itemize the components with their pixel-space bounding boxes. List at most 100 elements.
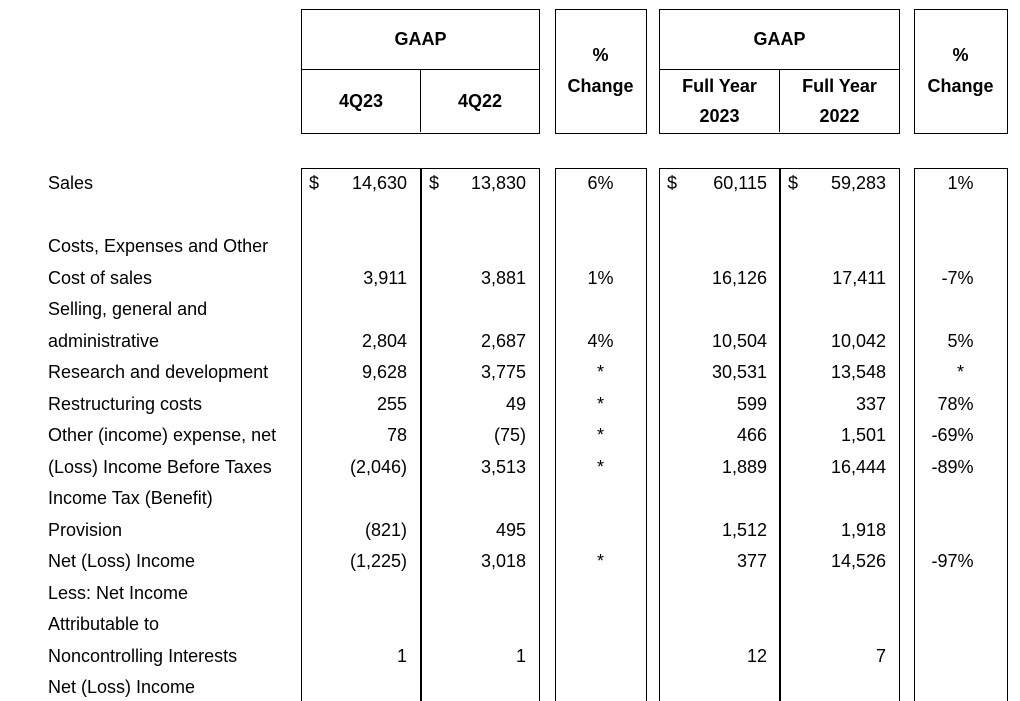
gaap-group-header-quarterly: GAAP [302,10,539,70]
pct-change-quarterly: * [596,362,604,383]
value-full-year-2022: 59,283 [830,173,886,194]
table-rows: Sales 14,630 13,830 6% 60,115 59,283 1% $ $ $ $ Cos… [0,168,1020,701]
value-4q23: 2,804 [361,330,407,351]
value-full-year-2023: 60,115 [713,173,767,194]
pct-change-quarterly: 1% [587,267,614,288]
value-4q22: 13,830 [470,173,526,194]
row-label: Noncontrolling Interests [48,645,238,666]
data-box-pct-change-quarterly [554,168,647,701]
value-full-year-2022: 1,501 [840,425,886,446]
row-label: Less: Net Income [48,582,189,603]
fy2023-label-line2: 2023 [699,105,740,126]
pct-change-full-year: 1% [947,173,974,194]
value-4q23: (2,046) [349,456,407,477]
header-box-full-year: GAAP Full Year 2023 Full Year 2022 [659,8,900,134]
table-row: Attributable to [0,609,1020,641]
column-divider [420,169,422,701]
row-label: Cost of sales [48,267,153,288]
header-box-quarterly: GAAP 4Q23 4Q22 [301,8,540,134]
table-row: Other (income) expense, net 78 (75) * 466 1,5… [0,420,1020,452]
full-year-subheader-row: Full Year 2023 Full Year 2022 [660,69,899,132]
row-label: Sales [48,173,94,194]
value-4q22: 49 [505,393,526,414]
pct-change-quarterly: * [596,551,604,572]
column-divider [779,169,781,701]
table-row: Selling, general and [0,294,1020,326]
pct-change-full-year: -7% [941,267,974,288]
row-label: Other (income) expense, net [48,425,277,446]
pct-change-full-year: -89% [931,456,974,477]
change-label: Change [567,76,634,96]
row-label [48,200,298,232]
pct-change-full-year: 78% [937,393,974,414]
value-4q22: (75) [493,425,526,446]
value-full-year-2023: 10,504 [711,330,767,351]
row-label: Net (Loss) Income [48,677,196,698]
table-row: Cost of sales 3,911 3,881 1% 16,126 17,411 -7% [0,263,1020,295]
column-header-fy2023: Full Year 2023 [660,69,780,132]
value-full-year-2022: 1,918 [840,519,886,540]
value-4q22: 3,881 [480,267,526,288]
value-4q22: 1 [515,645,526,666]
value-4q22: 2,687 [480,330,526,351]
data-box-pct-change-full-year [913,168,1008,701]
pct-change-header-full-year: % Change [915,10,1007,133]
row-label: Selling, general and [48,299,208,320]
value-full-year-2023: 16,126 [711,267,767,288]
value-4q23: 14,630 [351,173,407,194]
table-row: (Loss) Income Before Taxes (2,046) 3,513 * 1… [0,452,1020,484]
value-4q22: 3,513 [480,456,526,477]
fy2022-label-line2: 2022 [819,105,860,126]
value-full-year-2022: 16,444 [830,456,886,477]
table-row: Sales 14,630 13,830 6% 60,115 59,283 1% $ $ $ $ [0,168,1020,200]
value-full-year-2022: 14,526 [830,551,886,572]
value-full-year-2023: 1,512 [721,519,767,540]
value-full-year-2022: 13,548 [830,362,886,383]
pct-sign-label: % [592,45,609,65]
table-row: Research and development 9,628 3,775 * 30,53… [0,357,1020,389]
pct-change-quarterly: * [596,456,604,477]
value-4q23: 78 [386,425,407,446]
table-row: Less: Net Income [0,578,1020,610]
column-header-4q23: 4Q23 [302,69,421,132]
pct-change-quarterly: * [596,393,604,414]
value-full-year-2022: 7 [875,645,886,666]
value-full-year-2022: 17,411 [832,267,886,288]
row-label: (Loss) Income Before Taxes [48,456,272,477]
column-header-fy2022: Full Year 2022 [780,70,899,132]
table-row: administrative 2,804 2,687 4% 10,504 10,042 5% [0,326,1020,358]
currency-symbol: $ [429,173,440,194]
value-4q23: 255 [376,393,407,414]
value-4q22: 3,775 [480,362,526,383]
value-4q23: 9,628 [361,362,407,383]
pct-change-full-year: * [956,362,964,383]
table-row: Noncontrolling Interests 1 1 12 7 [0,641,1020,673]
value-full-year-2023: 30,531 [711,362,767,383]
header-box-pct-change-quarterly: % Change [554,8,647,134]
pct-sign-label: % [952,45,969,65]
value-4q22: 3,018 [480,551,526,572]
pct-change-header-quarterly: % Change [556,10,646,133]
data-box-quarterly [301,168,540,701]
data-box-full-year [659,168,900,701]
pct-change-full-year: -97% [931,551,974,572]
table-row: Income Tax (Benefit) [0,483,1020,515]
currency-symbol: $ [309,173,320,194]
fy2023-label-line1: Full Year [682,75,757,96]
value-full-year-2022: 337 [855,393,886,414]
fy2022-label-line1: Full Year [802,75,877,96]
row-label: Costs, Expenses and Other [48,236,269,257]
pct-change-full-year: 5% [947,330,974,351]
pct-change-full-year: -69% [931,425,974,446]
table-row: Net (Loss) Income [0,672,1020,701]
table-row: Restructuring costs 255 49 * 599 337 78% [0,389,1020,421]
value-4q22: 495 [495,519,526,540]
header-box-pct-change-full-year: % Change [913,8,1008,134]
value-4q23: 3,911 [363,267,407,288]
value-full-year-2023: 466 [736,425,767,446]
table-row [0,200,1020,232]
value-full-year-2023: 1,889 [721,456,767,477]
table-row: Net (Loss) Income (1,225) 3,018 * 377 14,526 -… [0,546,1020,578]
column-header-4q22: 4Q22 [457,90,503,111]
